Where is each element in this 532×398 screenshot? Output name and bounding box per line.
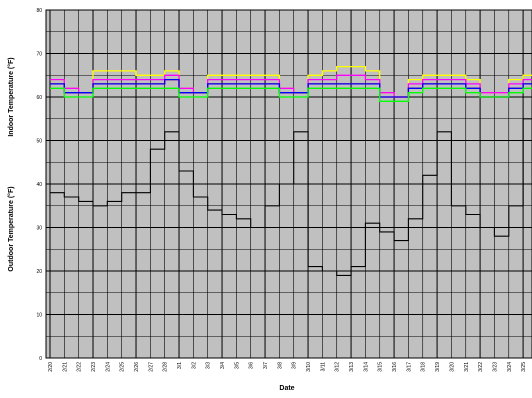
y-tick-label: 50 (36, 139, 42, 145)
series-line-5 (50, 118, 532, 276)
series-layer (50, 65, 532, 276)
x-tick-label: 3/24 (507, 362, 513, 372)
x-tick-label: 3/21 (464, 362, 470, 372)
y-tick-label: 10 (36, 313, 42, 319)
y-tick-label: 40 (36, 182, 42, 188)
x-tick-label: 3/14 (363, 362, 369, 372)
x-tick-label: 3/12 (335, 362, 341, 372)
x-tick-label: 3/15 (378, 362, 384, 372)
x-tick-label: 3/6 (249, 362, 255, 369)
y-tick-label: 60 (36, 95, 42, 101)
x-tick-labels: 2/20 2/21 2/22 2/23 2/24 2/25 2/26 2/27 2/28 3/1 3… (48, 362, 527, 372)
x-tick-label: 3/8 (277, 362, 283, 369)
x-tick-label: 3/19 (435, 362, 441, 372)
x-tick-label: 2/20 (48, 362, 54, 372)
y-tick-label: 30 (36, 226, 42, 232)
y-tick-label: 80 (36, 8, 42, 14)
x-tick-label: 2/22 (77, 362, 83, 372)
x-tick-label: 2/25 (120, 362, 126, 372)
x-tick-label: 3/1 (177, 362, 183, 369)
x-tick-label: 2/27 (148, 362, 154, 372)
x-tick-label: 3/18 (421, 362, 427, 372)
x-tick-label: 3/13 (349, 362, 355, 372)
y-axis-label-lower: Outdoor Temperature (°F) (7, 186, 15, 271)
x-axis-label: Date (279, 385, 294, 392)
x-tick-label: 2/21 (62, 362, 68, 372)
x-tick-label: 2/26 (134, 362, 140, 372)
y-axis-label-upper: Indoor Temperature (°F) (7, 57, 15, 136)
x-tick-label: 3/10 (306, 362, 312, 372)
y-tick-label: 20 (36, 269, 42, 275)
x-tick-label: 2/23 (91, 362, 97, 372)
x-tick-label: 2/24 (105, 362, 111, 372)
x-tick-label: 3/17 (406, 362, 412, 372)
x-tick-label: 3/7 (263, 362, 269, 369)
x-tick-label: 3/25 (521, 362, 527, 372)
y-tick-label: 0 (39, 356, 42, 362)
x-tick-label: 2/28 (163, 362, 169, 372)
y-tick-label: 70 (36, 52, 42, 58)
x-tick-label: 3/9 (292, 362, 298, 369)
x-tick-label: 3/4 (220, 362, 226, 369)
x-tick-label: 3/20 (449, 362, 455, 372)
x-tick-label: 3/3 (206, 362, 212, 369)
x-tick-label: 3/16 (392, 362, 398, 372)
series-line-4 (50, 87, 532, 102)
x-tick-label: 3/5 (234, 362, 240, 369)
x-tick-label: 3/23 (492, 362, 498, 372)
x-tick-label: 3/22 (478, 362, 484, 372)
x-tick-label: 3/2 (191, 362, 197, 369)
x-tick-label: 3/11 (320, 362, 326, 372)
y-tick-labels: 0 10 20 30 40 50 60 70 80 (36, 8, 42, 362)
